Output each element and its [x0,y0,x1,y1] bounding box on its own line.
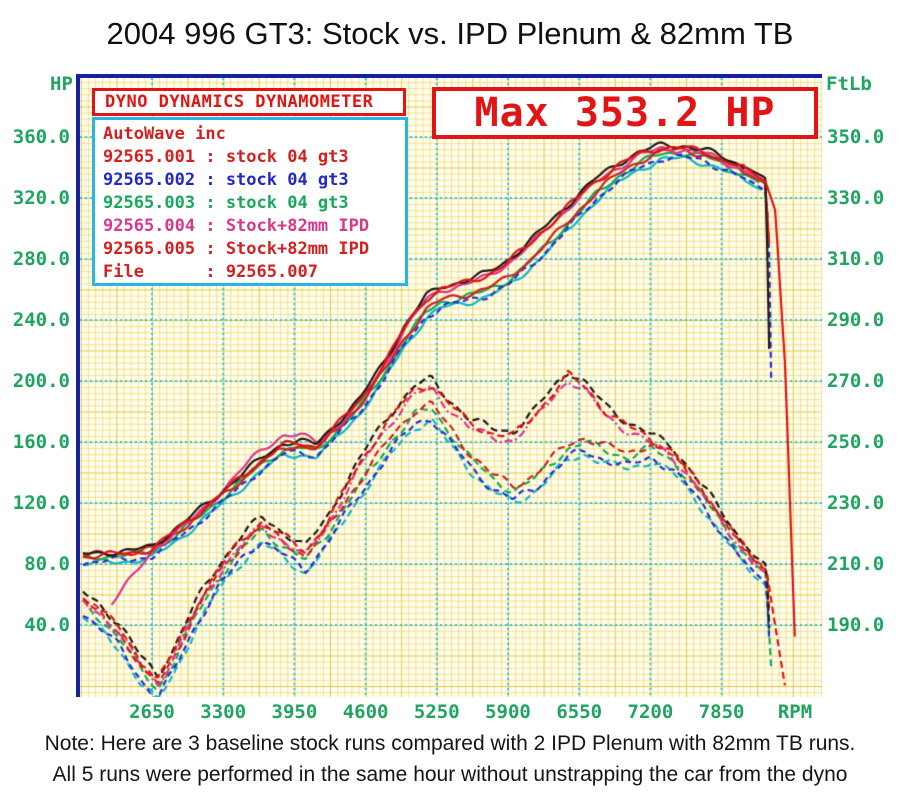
bottom-tick-3300: 3300 [200,701,247,723]
legend-row-1: 92565.001 : stock 04 gt3 [103,147,349,167]
legend-header-box: DYNO DYNAMICS DYNAMOMETER [92,88,406,116]
right-tick-310.0: 310.0 [827,248,885,270]
page-title: 2004 996 GT3: Stock vs. IPD Plenum & 82m… [106,16,794,51]
left-axis-title: HP [50,73,73,95]
legend-row-6: File : 92565.007 [103,262,318,282]
right-tick-350.0: 350.0 [827,126,885,148]
legend-row-2: 92565.002 : stock 04 gt3 [103,170,349,190]
left-tick-40.0: 40.0 [24,614,70,636]
left-tick-200.0: 200.0 [12,370,70,392]
left-tick-320.0: 320.0 [12,187,70,209]
right-tick-190.0: 190.0 [827,614,885,636]
bottom-tick-3950: 3950 [271,701,318,723]
note-line-1: Note: Here are 3 baseline stock runs com… [44,732,856,755]
right-tick-250.0: 250.0 [827,431,885,453]
bottom-tick-7200: 7200 [627,701,674,723]
legend-row-4: 92565.004 : Stock+82mm IPD [103,216,370,236]
rpm-axis-label: RPM [777,701,813,723]
legend-runs-box: AutoWave inc 92565.001 : stock 04 gt3 9256… [92,117,408,286]
bottom-tick-5900: 5900 [485,701,531,723]
legend-row-5: 92565.005 : Stock+82mm IPD [103,239,370,259]
max-hp-banner: Max 353.2 HP [432,87,818,139]
max-hp-text: Max 353.2 HP [474,90,776,136]
bottom-tick-6550: 6550 [556,701,603,723]
bottom-tick-7850: 7850 [698,701,745,723]
bottom-tick-5250: 5250 [413,701,460,723]
bottom-tick-2650: 2650 [129,701,175,723]
left-tick-360.0: 360.0 [12,126,70,148]
legend-row-3: 92565.003 : stock 04 gt3 [103,193,349,213]
left-tick-240.0: 240.0 [12,309,70,331]
note-line-2: All 5 runs were performed in the same ho… [52,763,848,786]
right-tick-210.0: 210.0 [827,553,885,575]
right-tick-270.0: 270.0 [827,370,885,392]
right-axis-title: FtLb [826,73,872,95]
left-tick-120.0: 120.0 [12,492,70,514]
legend-row-0: AutoWave inc [103,124,226,144]
right-tick-230.0: 230.0 [827,492,885,514]
left-tick-280.0: 280.0 [12,248,70,270]
right-tick-330.0: 330.0 [827,187,885,209]
right-tick-290.0: 290.0 [827,309,885,331]
legend-header-text: DYNO DYNAMICS DYNAMOMETER [105,92,374,112]
left-tick-160.0: 160.0 [12,431,70,453]
bottom-tick-4600: 4600 [342,701,389,723]
left-tick-80.0: 80.0 [24,553,70,575]
